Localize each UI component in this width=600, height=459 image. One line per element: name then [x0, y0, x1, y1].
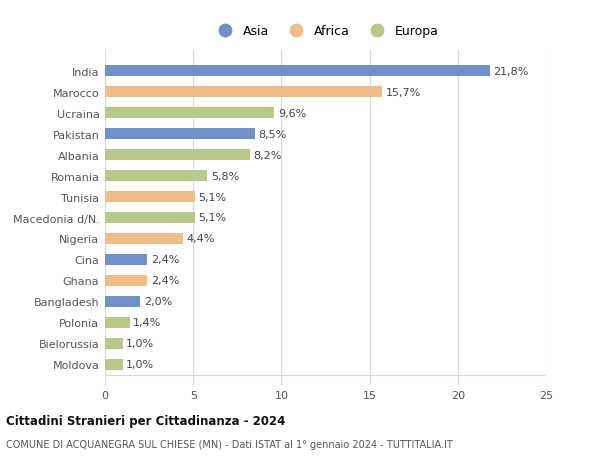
Text: 21,8%: 21,8% [493, 67, 529, 77]
Bar [105, 275, 148, 286]
Text: 2,0%: 2,0% [144, 297, 172, 307]
Text: 9,6%: 9,6% [278, 108, 306, 118]
Text: 5,1%: 5,1% [199, 213, 227, 223]
Bar [105, 170, 208, 182]
Bar [105, 129, 255, 140]
Bar [105, 150, 250, 161]
Text: 8,5%: 8,5% [259, 129, 287, 139]
Bar [105, 254, 148, 266]
Bar [105, 66, 490, 77]
Bar [105, 317, 130, 329]
Text: 2,4%: 2,4% [151, 255, 179, 265]
Bar [105, 212, 195, 224]
Legend: Asia, Africa, Europa: Asia, Africa, Europa [208, 20, 443, 43]
Bar [105, 233, 182, 245]
Text: 8,2%: 8,2% [253, 150, 281, 160]
Bar [105, 87, 382, 98]
Text: 4,4%: 4,4% [186, 234, 215, 244]
Bar [105, 296, 140, 308]
Text: 1,4%: 1,4% [133, 318, 161, 328]
Text: 5,8%: 5,8% [211, 171, 239, 181]
Bar [105, 359, 122, 370]
Text: 15,7%: 15,7% [385, 87, 421, 97]
Text: COMUNE DI ACQUANEGRA SUL CHIESE (MN) - Dati ISTAT al 1° gennaio 2024 - TUTTITALI: COMUNE DI ACQUANEGRA SUL CHIESE (MN) - D… [6, 440, 453, 449]
Text: 1,0%: 1,0% [126, 359, 154, 369]
Text: Cittadini Stranieri per Cittadinanza - 2024: Cittadini Stranieri per Cittadinanza - 2… [6, 414, 286, 428]
Text: 1,0%: 1,0% [126, 339, 154, 349]
Text: 5,1%: 5,1% [199, 192, 227, 202]
Bar [105, 338, 122, 349]
Bar [105, 107, 274, 119]
Text: 2,4%: 2,4% [151, 276, 179, 286]
Bar [105, 191, 195, 203]
